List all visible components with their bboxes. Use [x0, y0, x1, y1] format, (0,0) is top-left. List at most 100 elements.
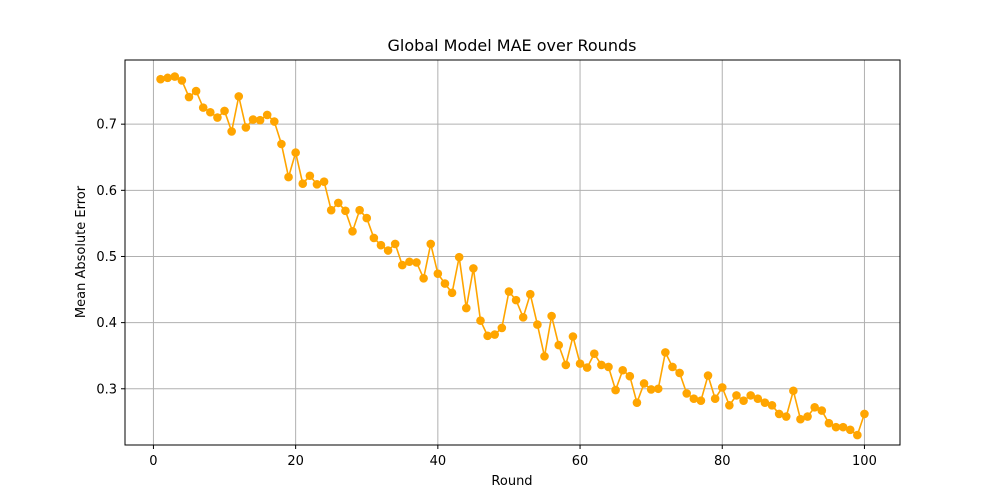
- data-point: [582, 363, 592, 372]
- data-point: [426, 239, 436, 249]
- data-point: [469, 264, 478, 273]
- data-point: [767, 401, 777, 410]
- data-point: [710, 394, 720, 403]
- data-point: [533, 320, 542, 329]
- data-point: [568, 332, 578, 341]
- data-point: [206, 107, 215, 117]
- data-point: [611, 385, 620, 395]
- data-point: [177, 76, 187, 85]
- data-point: [803, 412, 812, 421]
- data-point: [817, 406, 827, 415]
- data-point: [732, 391, 741, 400]
- data-point: [191, 86, 201, 96]
- x-tick-label: 40: [430, 454, 447, 469]
- data-point: [746, 391, 755, 400]
- y-tick-label: 0.7: [96, 118, 117, 133]
- data-point: [831, 422, 841, 432]
- data-point: [589, 349, 599, 359]
- data-point: [156, 74, 165, 84]
- data-point: [675, 368, 684, 378]
- y-axis-label: Mean Absolute Error: [74, 185, 89, 318]
- y-tick-label: 0.4: [96, 316, 117, 331]
- data-point: [646, 385, 656, 394]
- y-tick-label: 0.3: [96, 382, 117, 397]
- y-axis-ticks: 0.3 0.4 0.5 0.6 0.7: [96, 118, 125, 397]
- data-point: [554, 340, 564, 350]
- data-point: [575, 359, 585, 368]
- data-point: [696, 396, 706, 405]
- data-point: [220, 106, 229, 116]
- data-point: [703, 371, 713, 380]
- chart-title: Global Model MAE over Rounds: [388, 36, 637, 55]
- data-point: [255, 115, 265, 125]
- x-tick-label: 0: [149, 454, 157, 469]
- data-point: [668, 362, 677, 372]
- data-point: [319, 177, 329, 187]
- data-point: [362, 213, 372, 223]
- y-tick-label: 0.6: [96, 184, 117, 199]
- data-point: [682, 389, 691, 398]
- data-point: [540, 352, 549, 361]
- data-point: [618, 365, 628, 375]
- data-point: [284, 172, 293, 182]
- data-point: [483, 331, 492, 341]
- data-point: [838, 422, 848, 432]
- grid-lines: [125, 60, 900, 445]
- data-point: [198, 103, 208, 112]
- data-point: [717, 383, 727, 392]
- data-point: [412, 258, 421, 267]
- data-point: [291, 148, 300, 157]
- data-point: [796, 414, 805, 424]
- data-point: [760, 398, 770, 407]
- x-tick-label: 20: [287, 454, 304, 469]
- data-point: [789, 386, 798, 396]
- data-point: [305, 171, 315, 181]
- data-point: [227, 127, 236, 136]
- data-point: [597, 360, 606, 370]
- y-tick-label: 0.5: [96, 250, 117, 265]
- data-point: [518, 313, 528, 322]
- data-point: [298, 179, 308, 188]
- data-point: [661, 348, 670, 357]
- data-point: [739, 396, 748, 405]
- data-point: [433, 269, 443, 278]
- data-point: [511, 295, 521, 305]
- data-point: [170, 72, 180, 81]
- data-point: [262, 110, 272, 120]
- data-point: [270, 117, 279, 126]
- data-point: [725, 401, 734, 410]
- x-axis-ticks: 0 20 40 60 80 100: [149, 445, 877, 469]
- data-point: [213, 113, 222, 122]
- series-line: [160, 75, 866, 437]
- data-point: [348, 227, 357, 236]
- data-point: [440, 279, 450, 288]
- data-point: [376, 240, 386, 250]
- data-point: [824, 418, 834, 428]
- data-point: [845, 425, 855, 435]
- data-point: [547, 311, 556, 321]
- data-point: [419, 274, 428, 283]
- x-axis-label: Round: [491, 474, 532, 489]
- data-point: [561, 360, 571, 370]
- data-point: [326, 205, 336, 215]
- data-point: [447, 288, 457, 298]
- data-point: [390, 239, 400, 249]
- x-tick-label: 80: [714, 454, 731, 469]
- data-point: [397, 260, 407, 270]
- plot-frame: [124, 59, 901, 446]
- data-point: [234, 92, 244, 101]
- data-point: [369, 233, 379, 243]
- data-point: [454, 252, 464, 262]
- data-point: [639, 379, 649, 388]
- data-point: [497, 323, 507, 333]
- series-mae: [156, 72, 869, 440]
- data-point: [774, 409, 784, 419]
- data-point: [525, 289, 535, 299]
- data-point: [860, 409, 869, 419]
- data-point: [355, 205, 364, 215]
- data-point: [810, 402, 819, 412]
- series-points: [156, 72, 869, 440]
- data-point: [277, 139, 286, 149]
- data-point: [689, 394, 699, 403]
